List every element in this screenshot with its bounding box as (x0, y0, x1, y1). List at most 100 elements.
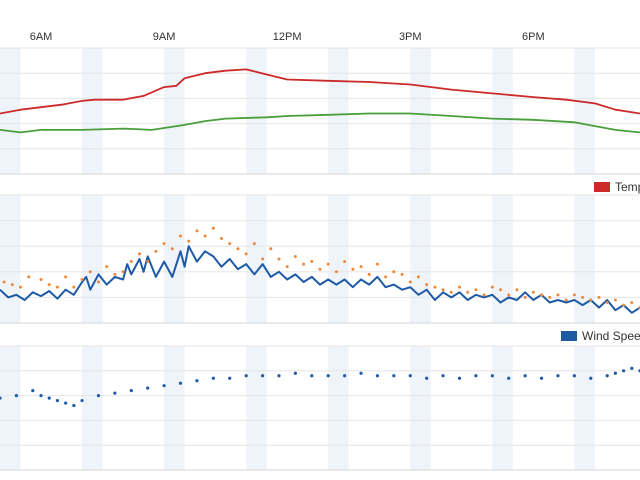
panel-2-series-0-point-36 (539, 376, 544, 380)
panel-1-series-1-point-23 (195, 229, 199, 233)
panel-1-series-1-point-29 (244, 252, 248, 256)
panel-0-series-1-line (0, 112, 640, 134)
panel-0-band (492, 48, 513, 174)
panel-2-series-0-point-17 (228, 376, 232, 380)
panel-2-band (410, 346, 431, 470)
panel-2-series-0-point-30 (441, 374, 445, 378)
panel-2-band (492, 346, 513, 470)
panel-1-band (82, 195, 103, 323)
panel-2-series-0-point-9 (96, 394, 101, 398)
panel-1-series-1-point-17 (146, 260, 150, 264)
panel-1-series-1-point-37 (310, 260, 314, 264)
panel-1-series-1-point-2 (19, 285, 23, 289)
panel-1-series-1-point-26 (220, 237, 224, 241)
panel-1-series-1-point-3 (27, 275, 31, 279)
panel-1-series-1-point-50 (416, 275, 420, 279)
panel-1-series-1-point-41 (343, 260, 347, 264)
panel-2-series-0-point-28 (408, 374, 412, 378)
panel-1-series-1-point-18 (154, 249, 158, 253)
panel-1-series-1-point-65 (540, 293, 544, 297)
panel-1-series-1-point-25 (211, 226, 215, 230)
panel-2-series-0-point-6 (64, 401, 68, 405)
panel-1-series-1-point-22 (187, 239, 191, 243)
panel-2-series-0-point-5 (55, 398, 60, 403)
panel-1-series-1-point-57 (474, 288, 478, 292)
panel-1-series-1-point-73 (605, 301, 609, 305)
panel-2-series-0-point-2 (31, 389, 35, 393)
panel-1-series-1-point-49 (408, 280, 412, 284)
panel-1-series-1-point-38 (318, 267, 322, 271)
panel-2-series-0-point-32 (474, 374, 478, 378)
panel-1-series-1-point-58 (482, 293, 486, 297)
panel-1-series-1-point-40 (334, 270, 338, 274)
panel-2-series-0-point-16 (211, 376, 215, 380)
panel-2-series-0-point-43 (630, 366, 634, 370)
panel-1-series-1-point-7 (64, 275, 68, 279)
panel-1-series-1-point-13 (113, 272, 117, 276)
panel-2-series-0-point-42 (621, 369, 626, 373)
panel-1-band (164, 195, 185, 323)
panel-2-series-0-point-19 (260, 374, 265, 378)
panel-1-series-1-point-42 (351, 267, 355, 271)
panel-2-series-0-point-13 (162, 384, 166, 388)
panel-1-series-1-point-70 (581, 295, 585, 299)
panel-1-series-1-point-36 (302, 262, 306, 266)
panel-2-series-0-point-35 (523, 374, 527, 378)
panel-1-series-1-point-64 (531, 290, 535, 294)
panel-2-series-0-point-7 (72, 403, 76, 408)
panel-2-band (82, 346, 103, 470)
panel-1-series-1-point-44 (367, 272, 371, 276)
panel-1-series-1-point-6 (55, 285, 59, 289)
panel-1-series-1-point-16 (137, 252, 141, 256)
panel-2-series-0-point-12 (146, 386, 150, 390)
panel-1-series-1-point-59 (490, 285, 494, 289)
panel-1-series-1-point-45 (375, 262, 379, 266)
panel-2-series-0-point-18 (244, 374, 248, 378)
panel-1-series-1-point-46 (384, 275, 388, 279)
panel-1-series-1-point-43 (359, 265, 363, 269)
panel-1-series-1-point-20 (170, 247, 174, 251)
panel-1-series-1-point-63 (523, 295, 527, 299)
panel-0-band (164, 48, 185, 174)
panel-0-band (82, 48, 103, 174)
panel-2-series-0-point-14 (178, 381, 183, 385)
panel-1-series-1-point-5 (47, 283, 51, 287)
panel-2-series-0-point-8 (80, 398, 84, 403)
panel-1-series-1-point-33 (277, 257, 281, 261)
panel-2-series-0-point-29 (425, 376, 429, 380)
panel-1-series-1-point-62 (515, 288, 519, 292)
panel-1-series-1-point-8 (72, 285, 76, 289)
panel-1-series-1-point-52 (433, 285, 437, 289)
panel-2-series-0-point-1 (14, 394, 19, 398)
panel-1-series-1-point-55 (457, 285, 461, 289)
panel-1-series-1-point-15 (129, 260, 133, 264)
panel-2-series-0-point-39 (589, 376, 593, 380)
panel-1-series-1-point-35 (293, 254, 297, 258)
panel-1-series-1-point-32 (269, 247, 273, 251)
panel-1-legend-label: Wind Spee (582, 329, 640, 343)
panel-1-series-1-point-51 (425, 283, 429, 287)
panel-2-series-0-point-22 (310, 374, 314, 378)
panel-1-series-1-point-66 (548, 295, 552, 299)
panel-1-band (246, 195, 267, 323)
panel-1-series-1-point-76 (630, 301, 634, 305)
panel-0-band (574, 48, 595, 174)
panel-1-series-1-point-12 (105, 265, 109, 269)
panel-2-series-0-point-34 (507, 376, 511, 380)
panel-1-series-1-point-67 (556, 293, 560, 297)
panel-2-band (328, 346, 349, 470)
panel-1-series-1-point-9 (80, 277, 84, 281)
panel-1-series-1-point-48 (400, 272, 404, 276)
panel-2-series-0-point-11 (129, 389, 133, 393)
panel-1-series-1-point-60 (499, 288, 503, 292)
panel-1-series-1-point-75 (622, 303, 626, 307)
x-tick-label-3: 3PM (399, 31, 422, 43)
x-tick-label-1: 9AM (153, 31, 176, 43)
x-tick-label-2: 12PM (273, 31, 302, 43)
x-tick-label-4: 6PM (522, 31, 545, 43)
panel-1-series-1-point-54 (449, 290, 453, 294)
panel-2-series-0-point-3 (39, 394, 43, 398)
panel-1-band (492, 195, 513, 323)
